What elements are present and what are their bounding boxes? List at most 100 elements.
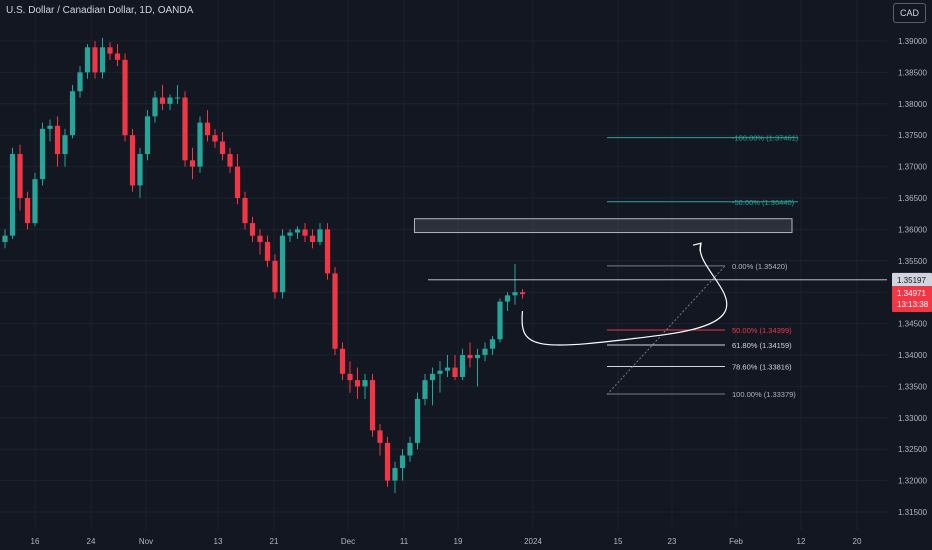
candle [429, 367, 436, 406]
candle-body [512, 292, 518, 296]
candle-body [272, 260, 278, 293]
candle [84, 44, 91, 79]
candle [317, 223, 323, 246]
candle [414, 392, 421, 450]
candle-body [414, 398, 421, 443]
candle-body [302, 229, 308, 236]
resistance-zone-box[interactable] [414, 218, 793, 234]
candle [174, 84, 181, 104]
candle [152, 91, 158, 123]
candle [159, 84, 166, 111]
candle-body [489, 339, 496, 349]
dashed-trend-line[interactable] [606, 265, 726, 395]
price-tick-label: 1.37000 [898, 163, 927, 172]
candle [437, 361, 443, 393]
price-tick-label: 1.34000 [898, 351, 927, 360]
candle-body [452, 367, 458, 377]
price-tick-label: 1.38500 [898, 68, 927, 77]
time-tick-label: 24 [87, 537, 96, 546]
candle-body [17, 154, 23, 198]
candle-body [99, 47, 106, 73]
time-axis[interactable]: 16 24 Nov 13 21 Dec 11 19 2024 15 23 Feb 12 20 [31, 537, 862, 546]
time-tick-label: 2024 [524, 537, 542, 546]
candle-body [107, 47, 113, 54]
candle [467, 342, 473, 368]
candle-body [339, 348, 346, 374]
candle-body [422, 380, 428, 399]
price-tick-label: 1.33000 [898, 414, 927, 423]
candle [339, 342, 346, 381]
candle [489, 336, 496, 355]
candle-body [347, 373, 353, 381]
candle [219, 132, 226, 161]
candle-body [384, 442, 391, 481]
candle [369, 373, 376, 437]
candle-body [197, 122, 203, 167]
candle-body [362, 380, 368, 387]
time-tick-label: Nov [139, 537, 153, 546]
time-tick-label: 11 [400, 537, 409, 546]
candle [512, 263, 518, 305]
candle-body [167, 97, 173, 104]
candle [24, 191, 31, 230]
candle-body [332, 273, 338, 349]
candle-body [32, 179, 38, 224]
time-tick-label: 13 [214, 537, 223, 546]
candle [62, 128, 68, 167]
time-tick-label: 23 [668, 537, 677, 546]
price-tick-label: 1.31500 [898, 508, 927, 517]
candle [474, 348, 481, 387]
candle-body [287, 232, 293, 236]
candle-body [62, 135, 68, 155]
price-tick-label: 1.36500 [898, 194, 927, 203]
fib-level-label: -100.00% (1.37461) [732, 134, 799, 143]
candle [137, 147, 143, 198]
candle [407, 436, 413, 462]
candle-body [219, 141, 226, 155]
candle [182, 91, 188, 167]
candle [204, 110, 211, 142]
projection-arrow-head [692, 242, 702, 252]
candle-body [504, 295, 511, 302]
candle [197, 116, 203, 173]
candle [242, 191, 248, 230]
fib-level-label: 61.80% (1.34159) [732, 341, 792, 350]
current-price-tag: 1.34971 13:13:38 [892, 286, 932, 313]
projection-arrow[interactable] [521, 243, 728, 346]
price-labels: 1.35197 1.34971 13:13:38 [892, 272, 932, 313]
grid-lines [0, 0, 887, 530]
candle [504, 292, 511, 312]
candle [47, 119, 53, 142]
candle-body [264, 241, 271, 261]
candle [77, 66, 83, 98]
candle [444, 355, 451, 377]
time-tick-label: 19 [454, 537, 463, 546]
candle-body [77, 72, 83, 92]
candle [144, 110, 151, 161]
candle-body [279, 235, 286, 293]
line-price-tag-bg [892, 272, 932, 287]
time-tick-label: Feb [729, 537, 743, 546]
candle [377, 424, 383, 456]
price-tick-label: 1.32500 [898, 445, 927, 454]
fib-level-label: 78.60% (1.33816) [732, 363, 792, 372]
candle [257, 229, 263, 255]
candle-body [294, 229, 301, 233]
candle-body [317, 229, 323, 242]
candle-body [144, 116, 151, 155]
candle [422, 373, 428, 406]
candle [39, 122, 46, 186]
currency-button[interactable]: CAD [893, 3, 926, 23]
candle-body [137, 154, 143, 186]
candle [32, 172, 38, 227]
price-axis[interactable]: 1.39000 1.38500 1.38000 1.37500 1.37000 1.365… [898, 37, 927, 517]
candle-body [444, 367, 451, 371]
candle-body [309, 235, 316, 242]
fibonacci-levels[interactable]: -100.00% (1.37461) -50.00% (1.36440) 0.00%… [607, 134, 799, 399]
candle [362, 373, 368, 399]
candle-body [242, 198, 248, 224]
time-tick-label: 12 [797, 537, 806, 546]
current-price-value: 1.34971 [897, 289, 926, 298]
candle [69, 84, 76, 139]
